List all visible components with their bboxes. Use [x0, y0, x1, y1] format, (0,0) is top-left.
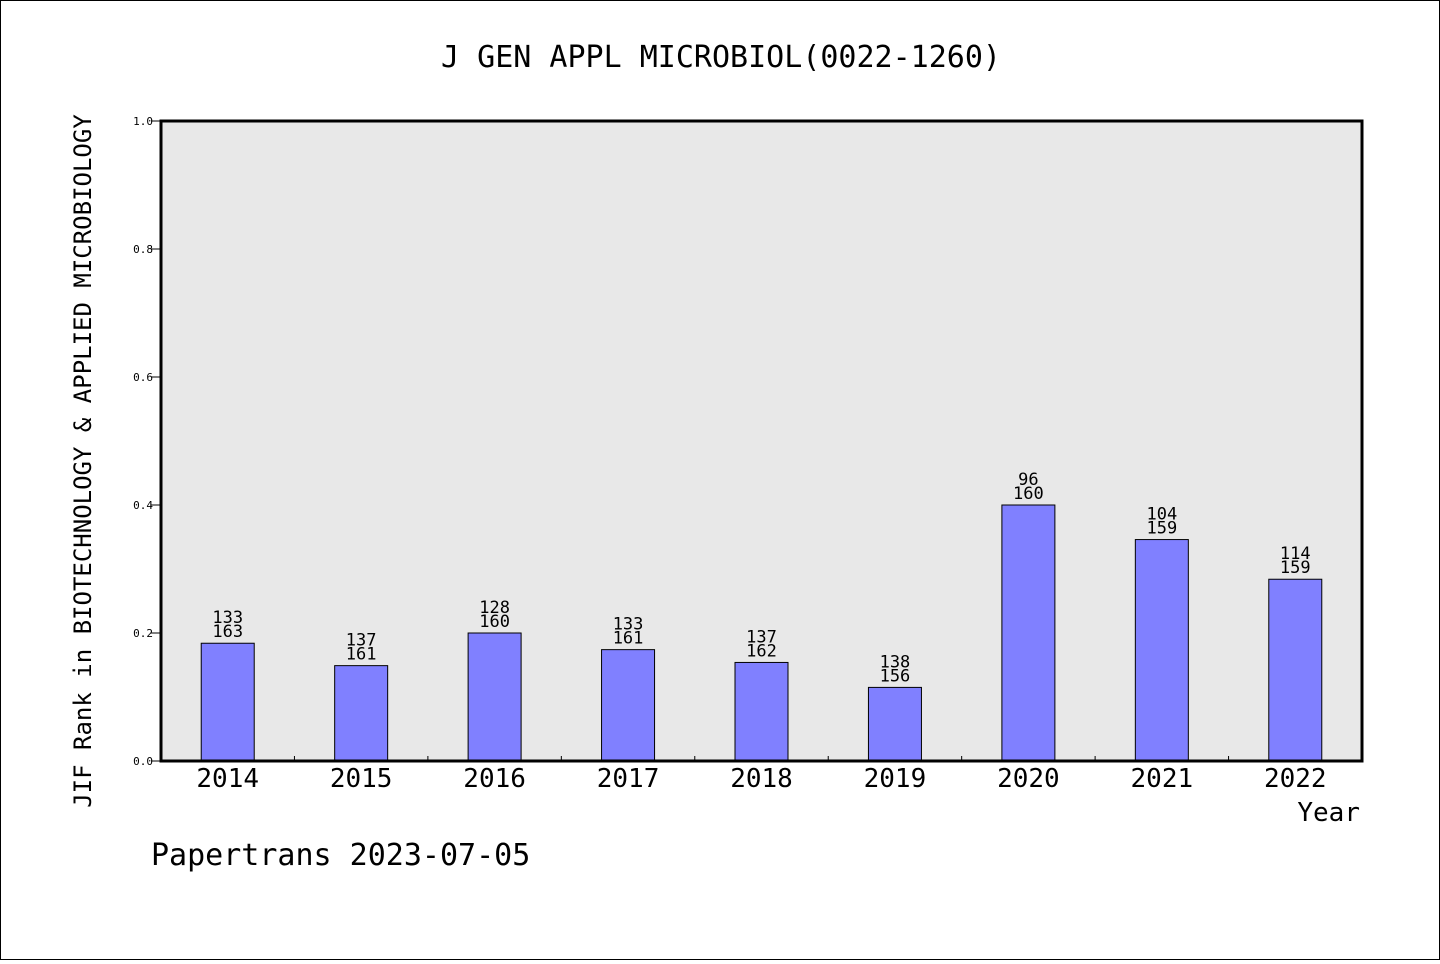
plot-border [159, 119, 1364, 763]
bar-label-total: 160 [479, 612, 510, 632]
bar-label-total: 161 [346, 645, 377, 665]
footer-source: Papertrans 2023-07-05 [151, 838, 530, 873]
bar-2014 [200, 642, 255, 762]
chart-title: J GEN APPL MICROBIOL(0022-1260) [441, 40, 1001, 75]
bar-2022 [1268, 578, 1323, 762]
y-tick-label: 0.8 [133, 243, 153, 256]
bar-label-rank: 137 [746, 627, 777, 647]
x-tick-label: 2017 [597, 764, 660, 794]
bar-label-total: 160 [1013, 484, 1044, 504]
y-tick-label: 0.2 [133, 627, 153, 640]
x-axis: 2014 2015 2016 2017 2018 2019 2020 2021 2022 [196, 756, 1327, 794]
y-axis: 0.0 0.2 0.4 0.6 0.8 1.0 [133, 115, 161, 768]
x-tick-label: 2020 [997, 764, 1060, 794]
bar-label-rank: 114 [1280, 544, 1311, 564]
y-tick-label: 0.4 [133, 499, 153, 512]
bar-label-total: 156 [880, 666, 911, 686]
bar-label-total: 161 [613, 629, 644, 649]
bar-label-rank: 133 [212, 608, 243, 628]
bar-2016 [467, 632, 522, 762]
x-tick-label: 2021 [1131, 764, 1194, 794]
bar-label-total: 163 [212, 622, 243, 642]
x-axis-label: Year [1297, 798, 1360, 828]
bars [200, 504, 1323, 762]
bar-label-rank: 133 [613, 615, 644, 635]
bar-label-total: 159 [1146, 519, 1177, 539]
bar-2019 [867, 686, 922, 762]
bar-label-total: 159 [1280, 558, 1311, 578]
y-tick-label: 1.0 [133, 115, 153, 128]
x-tick-label: 2015 [330, 764, 393, 794]
y-tick-label: 0.6 [133, 371, 153, 384]
x-tick-label: 2016 [463, 764, 526, 794]
bar-label-rank: 104 [1146, 505, 1177, 525]
x-tick-label: 2019 [864, 764, 927, 794]
bar-2017 [601, 649, 656, 762]
y-axis-label: JIF Rank in BIOTECHNOLOGY & APPLIED MICR… [69, 114, 97, 808]
bar-label-rank: 138 [880, 652, 911, 672]
x-tick-label: 2014 [196, 764, 259, 794]
bar-label-total: 162 [746, 641, 777, 661]
bar-label-rank: 137 [346, 631, 377, 651]
x-tick-label: 2018 [730, 764, 793, 794]
bar-label-rank: 96 [1018, 470, 1038, 490]
y-tick-label: 0.0 [133, 755, 153, 768]
x-tick-label: 2022 [1264, 764, 1327, 794]
bar-2018 [734, 661, 789, 762]
bar-label-rank: 128 [479, 598, 510, 618]
bar-2020 [1001, 504, 1056, 762]
bar-2021 [1134, 539, 1189, 762]
bar-2015 [334, 665, 389, 762]
